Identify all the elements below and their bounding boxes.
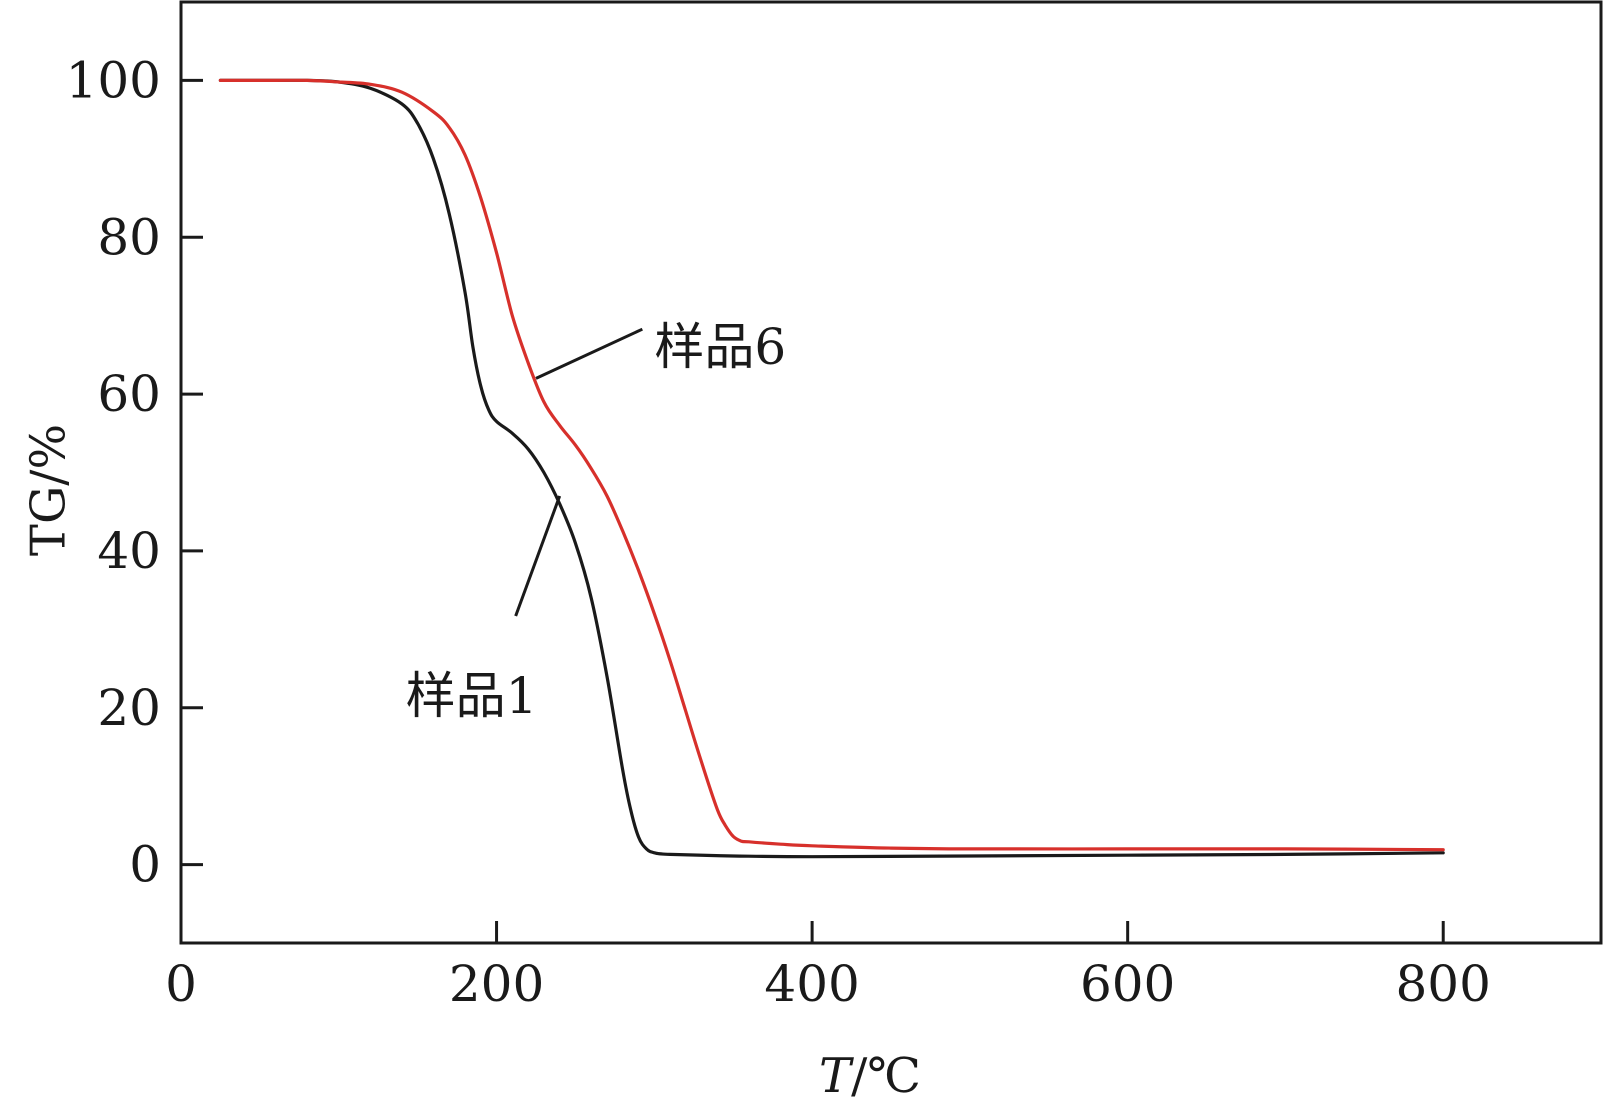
y-tick-label: 40 (97, 522, 161, 580)
y-tick-label: 100 (66, 51, 161, 109)
y-axis-ticks: 0 20 40 60 80 100 (66, 51, 203, 894)
y-tick-label: 20 (97, 679, 161, 737)
y-tick-label: 0 (129, 836, 161, 894)
y-axis-title: TG/% (21, 424, 77, 556)
series-line-2 (218, 78, 1445, 852)
y-tick-label: 80 (97, 208, 161, 266)
x-tick-label: 0 (165, 955, 197, 1013)
annotation-label: 样品1 (406, 667, 538, 725)
series-line-1 (218, 78, 1445, 859)
x-axis-ticks: 0 200 400 600 800 (165, 921, 1491, 1013)
series-layer (218, 78, 1445, 859)
x-tick-label: 200 (449, 955, 544, 1013)
x-axis-title-unit: /℃ (851, 1048, 921, 1104)
x-axis-title: T/℃ (819, 1048, 921, 1104)
annotations: 样品6 样品1 (406, 318, 786, 725)
plot-frame (179, 0, 1603, 945)
annotation-leader-line (535, 327, 643, 380)
y-tick-label: 60 (97, 365, 161, 423)
x-tick-label: 600 (1080, 955, 1175, 1013)
annotation-leader-line (514, 495, 562, 617)
x-tick-label: 800 (1396, 955, 1491, 1013)
annotation-label: 样品6 (654, 318, 786, 376)
x-tick-label: 400 (764, 955, 859, 1013)
x-axis-title-variable: T (819, 1048, 854, 1104)
